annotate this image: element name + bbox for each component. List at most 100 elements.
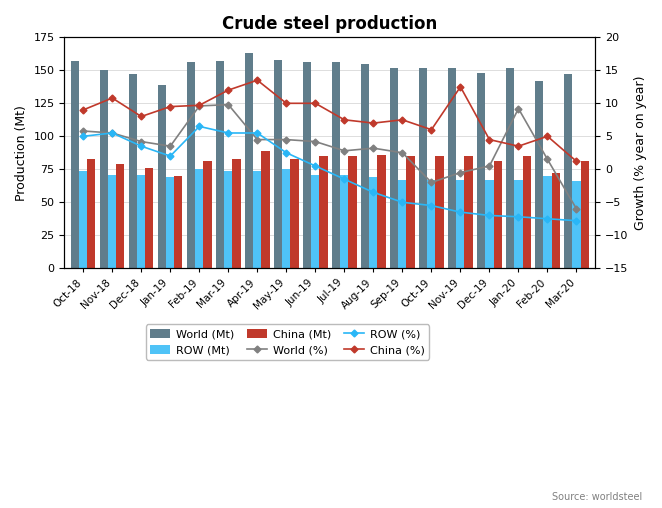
ROW (%): [544, 216, 551, 222]
ROW (%): [485, 212, 493, 218]
Bar: [320, 156, 328, 268]
World (%): [195, 103, 203, 109]
ROW (%): [457, 209, 465, 215]
Bar: [311, 175, 320, 268]
Bar: [291, 158, 299, 268]
ROW (%): [109, 130, 117, 136]
China (%): [224, 87, 232, 93]
Legend: World (Mt), ROW (Mt), China (Mt), World (%), ROW (%), China (%): World (Mt), ROW (Mt), China (Mt), World …: [146, 324, 429, 360]
ROW (%): [573, 218, 581, 224]
Line: China (%): China (%): [81, 78, 579, 164]
Bar: [573, 181, 581, 268]
Bar: [158, 85, 166, 268]
World (%): [573, 206, 581, 212]
World (%): [283, 137, 291, 143]
Bar: [87, 158, 95, 268]
World (%): [79, 128, 87, 134]
Bar: [71, 61, 79, 268]
World (%): [514, 106, 522, 112]
Y-axis label: Growth (% year on year): Growth (% year on year): [634, 76, 647, 230]
ROW (%): [254, 130, 261, 136]
China (%): [311, 100, 319, 106]
Bar: [174, 176, 183, 268]
Bar: [195, 169, 203, 268]
China (%): [573, 158, 581, 165]
Bar: [477, 73, 485, 268]
World (%): [311, 139, 319, 145]
Text: Source: worldsteel: Source: worldsteel: [552, 492, 642, 502]
China (%): [369, 120, 377, 126]
World (%): [485, 163, 493, 169]
ROW (%): [166, 153, 174, 159]
Bar: [390, 68, 399, 268]
Bar: [428, 180, 436, 268]
Bar: [456, 180, 465, 268]
Bar: [399, 180, 406, 268]
Bar: [261, 151, 269, 268]
Bar: [544, 176, 551, 268]
World (%): [166, 143, 174, 149]
World (%): [369, 145, 377, 151]
China (%): [428, 126, 436, 133]
China (%): [457, 84, 465, 90]
Bar: [448, 68, 456, 268]
Bar: [79, 171, 87, 268]
ROW (%): [79, 133, 87, 139]
Bar: [117, 164, 124, 268]
World (%): [254, 137, 261, 143]
ROW (%): [369, 189, 377, 196]
World (%): [224, 102, 232, 108]
Bar: [274, 60, 282, 268]
Line: World (%): World (%): [81, 102, 579, 211]
Bar: [581, 162, 589, 268]
China (%): [166, 104, 174, 110]
China (%): [544, 133, 551, 139]
China (%): [79, 107, 87, 113]
Y-axis label: Production (Mt): Production (Mt): [15, 105, 28, 201]
World (%): [137, 139, 145, 145]
Bar: [514, 180, 522, 268]
Bar: [203, 162, 211, 268]
World (%): [428, 179, 436, 185]
World (%): [109, 130, 117, 136]
Bar: [232, 158, 240, 268]
ROW (%): [195, 123, 203, 130]
World (%): [399, 150, 406, 156]
Bar: [108, 175, 117, 268]
Bar: [361, 64, 369, 268]
China (%): [283, 100, 291, 106]
China (%): [109, 95, 117, 101]
Bar: [436, 156, 444, 268]
Bar: [332, 62, 340, 268]
Bar: [485, 180, 493, 268]
Bar: [348, 156, 357, 268]
Bar: [166, 177, 174, 268]
ROW (%): [224, 130, 232, 136]
Bar: [340, 175, 348, 268]
Bar: [254, 171, 261, 268]
China (%): [340, 117, 348, 123]
Bar: [216, 61, 224, 268]
Bar: [564, 74, 573, 268]
ROW (%): [428, 203, 436, 209]
Bar: [551, 173, 559, 268]
Title: Crude steel production: Crude steel production: [222, 15, 438, 33]
Bar: [137, 175, 146, 268]
China (%): [399, 117, 406, 123]
China (%): [195, 102, 203, 108]
ROW (%): [283, 150, 291, 156]
Bar: [146, 168, 154, 268]
Bar: [493, 162, 502, 268]
Bar: [406, 156, 414, 268]
Bar: [100, 70, 108, 268]
ROW (%): [399, 199, 406, 205]
World (%): [457, 170, 465, 176]
ROW (%): [137, 143, 145, 149]
Line: ROW (%): ROW (%): [81, 124, 579, 223]
China (%): [514, 143, 522, 149]
Bar: [129, 74, 137, 268]
Bar: [187, 62, 195, 268]
Bar: [282, 169, 291, 268]
Bar: [522, 156, 531, 268]
Bar: [465, 156, 473, 268]
